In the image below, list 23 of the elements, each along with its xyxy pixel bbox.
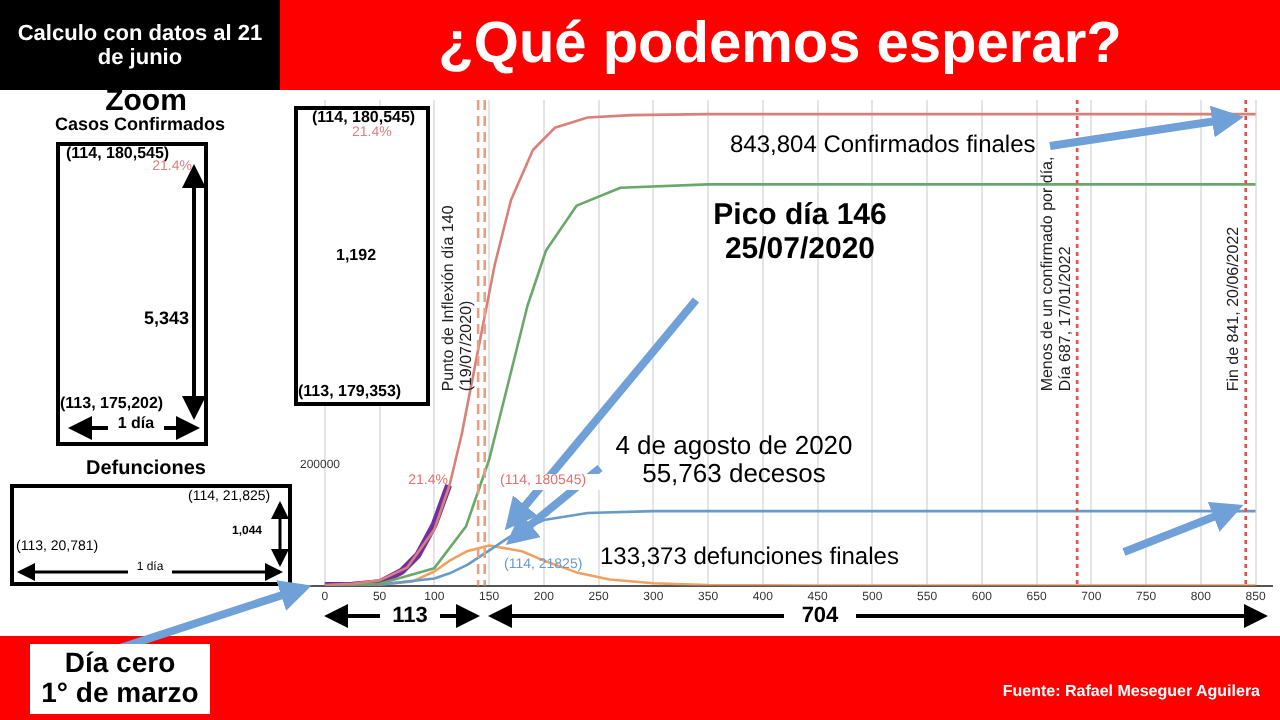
text: (113, 175,202) [60,394,166,414]
annotation: 843,804 Confirmados finales [730,130,1038,159]
text: Defunciones [83,458,208,480]
text: Zoom [105,84,187,118]
ref-line-label: Menos de un confirmado por día, Día 687, 17/01/2022 [1037,156,1074,392]
annotation: 4 de agosto de 2020 55,763 decesos [613,430,855,490]
text: Casos Confirmados [52,114,228,136]
annotation: (114, 180,545) [312,108,418,126]
text: 5,343 [144,308,192,330]
annotation: (113, 179,353) [298,382,404,402]
text: 113 [380,604,440,629]
text: (114, 180,545) [66,144,170,162]
text: 1 día [108,414,164,434]
source-note: Fuente: Rafael Meseguer Aguilera [1000,682,1260,702]
annotation: 133,373 defunciones finales [600,542,901,571]
annotation: 1,192 [336,246,379,266]
ref-line-label: Fin de 841, 20/06/2022 [1224,225,1243,392]
text: 704 [784,604,856,629]
annotation: Pico día 146 25/07/2020 [711,198,889,266]
text: Día cero 1° de marzo [30,644,210,714]
chart-title: ¿Qué podemos esperar? [280,0,1280,90]
chart-subtitle: Calculo con datos al 21 de junio [17,21,263,69]
ref-line-label: Punto de Inflexión día 140 (19/07/2020) [438,204,475,392]
